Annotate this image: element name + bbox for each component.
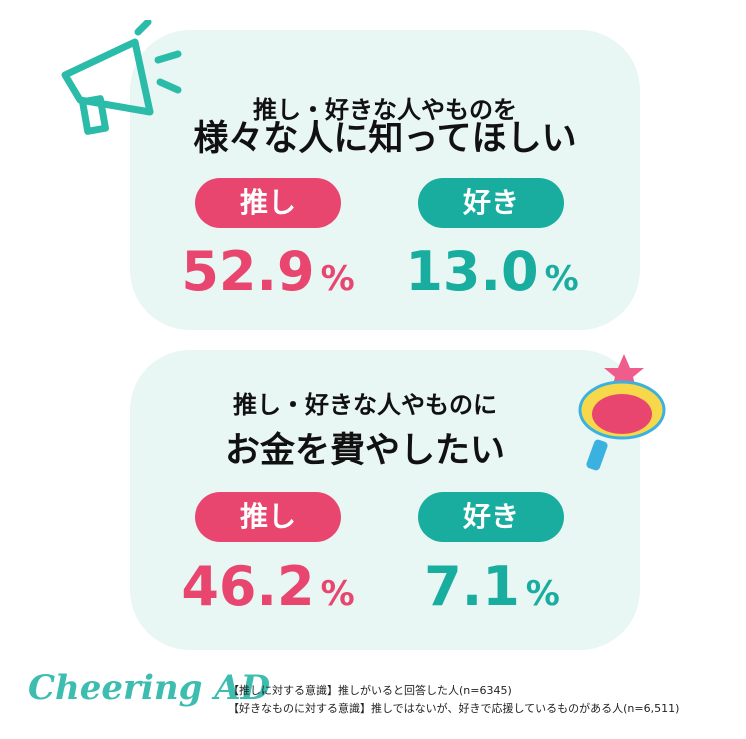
stat: 46.2% — [168, 555, 368, 618]
footnote: 【推しに対する意識】推しがいると回答した人(n=6345) — [228, 684, 512, 697]
label-pill: 推し — [195, 178, 341, 228]
label-pill: 好き — [418, 492, 564, 542]
stat: 52.9% — [168, 240, 368, 303]
card: 推し・好きな人やものに お金を費やしたい 推し 好き 46.2% 7.1% — [130, 350, 640, 650]
label-pill: 推し — [195, 492, 341, 542]
card-title: 推し・好きな人やものに — [233, 391, 497, 419]
label-pill: 好き — [418, 178, 564, 228]
stat: 13.0% — [392, 240, 592, 303]
stat-unit: % — [525, 574, 560, 614]
badge-icon — [578, 354, 666, 471]
card-title: 推し・好きな人やものを — [253, 96, 517, 124]
stat-unit: % — [320, 574, 355, 614]
stat: 7.1% — [392, 555, 592, 618]
stat-value: 7.1 — [424, 555, 520, 618]
megaphone-icon — [61, 20, 182, 135]
card-title: お金を費やしたい — [224, 431, 505, 471]
footnote: 【好きなものに対する意識】推しではないが、好きで応援しているものがある人(n=6… — [228, 702, 680, 715]
logo: Cheering AD — [28, 668, 271, 708]
card: 推し・好きな人やものを 様々な人に知ってほしい 推し 好き 52.9% 13.0… — [130, 30, 640, 330]
stat-value: 52.9 — [181, 240, 315, 303]
stat-value: 13.0 — [405, 240, 539, 303]
stat-value: 46.2 — [181, 555, 315, 618]
stat-unit: % — [320, 259, 355, 299]
stat-unit: % — [544, 259, 579, 299]
card-title: 様々な人に知ってほしい — [193, 119, 577, 159]
